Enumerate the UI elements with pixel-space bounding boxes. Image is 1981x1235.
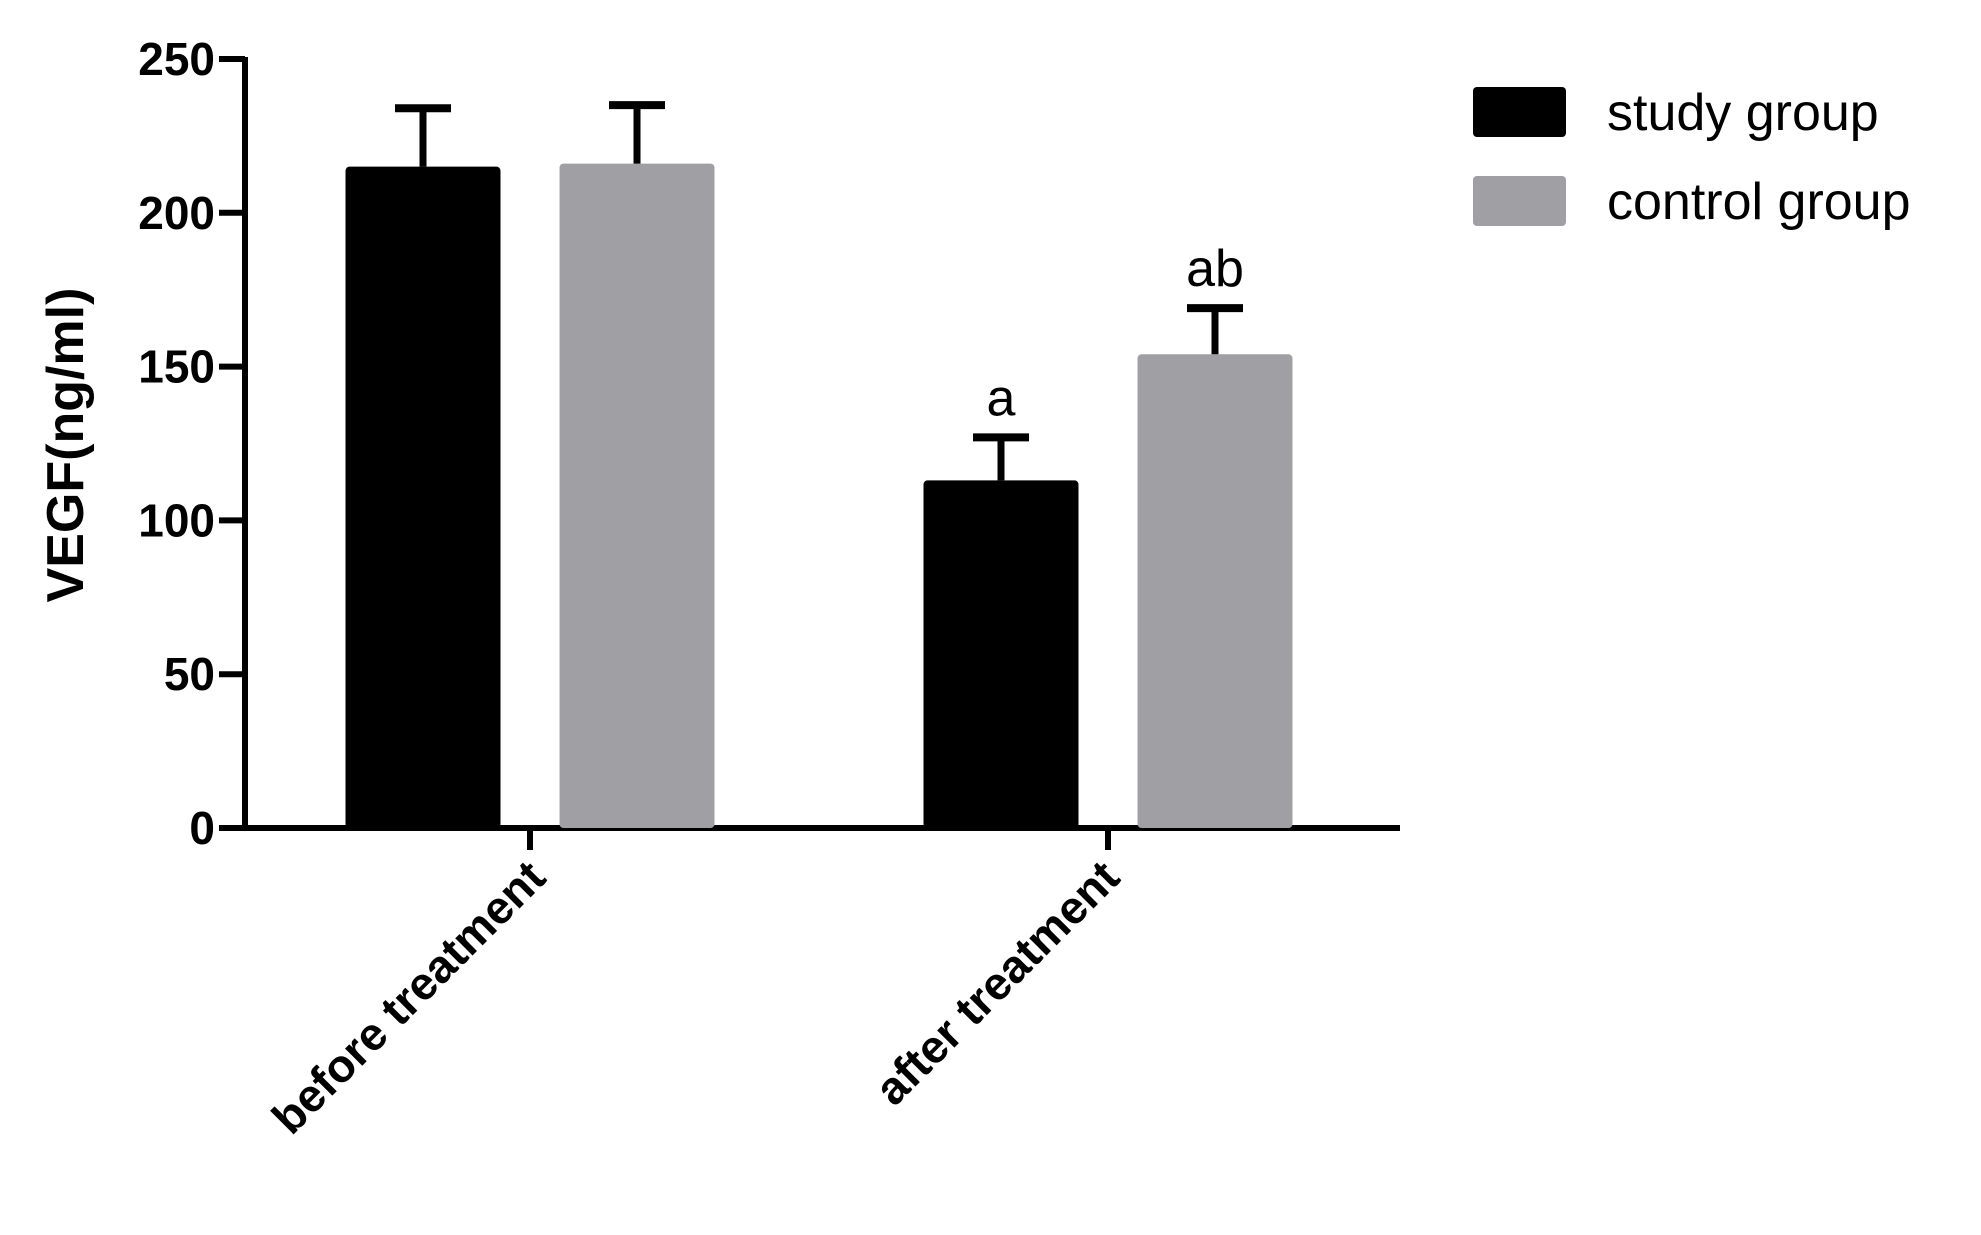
y-tick-label: 100 (138, 494, 215, 546)
bar (923, 480, 1079, 828)
legend-label: control group (1607, 173, 1911, 231)
y-tick-label: 200 (138, 187, 215, 239)
legend-label: study group (1607, 84, 1879, 142)
bar (345, 166, 501, 828)
legend-swatch (1473, 87, 1566, 137)
bar (1137, 354, 1293, 828)
x-tick-label: before treatment (262, 850, 555, 1143)
y-tick-label: 250 (138, 33, 215, 85)
y-axis-label: VEGF(ng/ml) (37, 288, 95, 603)
significance-label: a (987, 369, 1016, 427)
y-tick-label: 50 (164, 648, 215, 700)
significance-label: ab (1186, 240, 1244, 298)
plot-area: 0 50 100 150 200 250 before treatment after tre… (138, 33, 1400, 1144)
y-tick-label: 150 (138, 341, 215, 393)
bar (559, 163, 715, 829)
legend: study group control group (1473, 84, 1911, 231)
x-tick-label: after treatment (865, 850, 1130, 1115)
y-tick-label: 0 (189, 802, 215, 854)
legend-swatch (1473, 176, 1566, 226)
